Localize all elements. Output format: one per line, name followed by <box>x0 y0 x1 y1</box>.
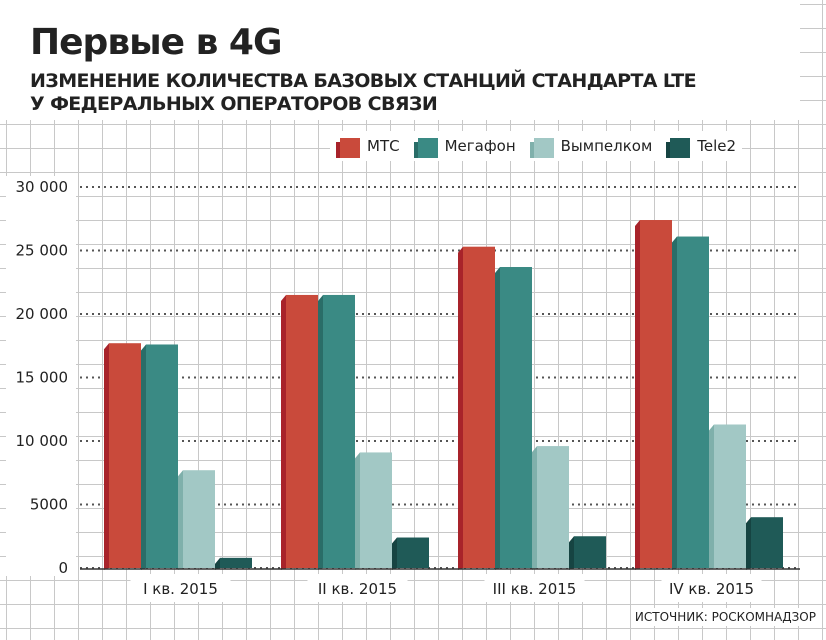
legend-swatch-side-vympelkom <box>529 142 534 158</box>
legend-label-mts: МТС <box>367 137 400 155</box>
bar-megafon-q3 <box>495 267 532 570</box>
legend-label-vympelkom: Вымпелком <box>560 137 653 155</box>
bar-side <box>532 446 537 570</box>
category-label: III кв. 2015 <box>493 580 577 598</box>
category-label: I кв. 2015 <box>143 580 218 598</box>
chart-subtitle-line-1: ИЗМЕНЕНИЕ КОЛИЧЕСТВА БАЗОВЫХ СТАНЦИЙ СТА… <box>30 70 697 92</box>
bar-front <box>677 236 709 568</box>
legend-swatch-side-mts <box>336 142 340 158</box>
y-tick-label: 30 000 <box>16 178 69 196</box>
legend-swatch-front-vympelkom <box>533 138 554 158</box>
bar-front <box>574 536 606 568</box>
legend-item-tele2: Tele2 <box>666 134 736 158</box>
y-tick-label: 15 000 <box>16 369 69 387</box>
bar-vympelkom-q2 <box>355 452 392 570</box>
bar-front <box>500 267 532 568</box>
bar-side <box>746 517 751 570</box>
bar-side <box>141 344 146 570</box>
bar-tele2-q3 <box>569 536 606 570</box>
bar-front <box>109 343 141 568</box>
bar-front <box>183 470 215 568</box>
bar-tele2-q2 <box>392 537 429 570</box>
bar-front <box>751 517 783 568</box>
bar-side <box>709 424 714 570</box>
legend-swatch-mts <box>336 134 360 158</box>
source-note: ИСТОЧНИК: РОСКОМНАДЗОР <box>630 608 820 626</box>
bar-megafon-q4 <box>672 236 709 570</box>
bar-vympelkom-q1 <box>178 470 215 570</box>
chart-title: Первые в 4G <box>30 22 283 63</box>
category-label-backdrop <box>484 574 585 602</box>
y-axis-backdrop <box>6 176 76 576</box>
bar-side <box>458 246 463 570</box>
bar-side <box>495 267 500 570</box>
y-tick-label: 25 000 <box>16 242 69 260</box>
bar-side <box>281 294 286 570</box>
header: Первые в 4G ИЗМЕНЕНИЕ КОЛИЧЕСТВА БАЗОВЫХ… <box>0 0 800 120</box>
legend-swatch-vympelkom <box>529 134 554 158</box>
bar-side <box>104 343 109 570</box>
bar-vympelkom-q4 <box>709 424 746 570</box>
bar-side <box>635 220 640 570</box>
bar-tele2-q1 <box>215 557 252 570</box>
category-label-backdrop <box>661 574 762 602</box>
legend-label-megafon: Мегафон <box>444 137 516 155</box>
bar-mts-q3 <box>458 246 495 570</box>
bar-side <box>318 294 323 570</box>
bar-vympelkom-q3 <box>532 446 569 570</box>
legend-swatch-front-tele2 <box>670 138 691 158</box>
bar-front <box>323 294 355 568</box>
category-label-backdrop <box>307 574 408 602</box>
bar-tele2-q4 <box>746 517 783 570</box>
legend-swatch-front-megafon <box>417 138 438 158</box>
bar-front <box>537 446 569 568</box>
legend-swatch-side-tele2 <box>666 142 671 158</box>
bar-side <box>215 557 220 570</box>
legend-item-megafon: Мегафон <box>413 134 516 158</box>
bar-megafon-q1 <box>141 344 178 570</box>
legend-swatch-tele2 <box>666 134 691 158</box>
y-tick-label: 5000 <box>30 496 68 514</box>
bar-front <box>286 294 318 568</box>
bar-front <box>397 537 429 568</box>
bar-front <box>220 557 252 568</box>
y-tick-label: 20 000 <box>16 305 69 323</box>
bar-mts-q1 <box>104 343 141 570</box>
legend: МТС Мегафон Вымпелком Tele2 <box>330 131 743 161</box>
legend-label-tele2: Tele2 <box>697 137 737 155</box>
legend-swatch-megafon <box>413 134 438 158</box>
category-label: II кв. 2015 <box>318 580 397 598</box>
bar-side <box>672 236 677 570</box>
legend-item-vympelkom: Вымпелком <box>529 134 653 158</box>
bar-front <box>714 424 746 568</box>
bar-side <box>178 470 183 570</box>
category-label: IV кв. 2015 <box>669 580 754 598</box>
bar-side <box>569 536 574 570</box>
bar-front <box>463 246 495 568</box>
bar-front <box>360 452 392 568</box>
legend-item-mts: МТС <box>336 134 400 158</box>
bar-megafon-q2 <box>318 294 355 570</box>
y-tick-label: 0 <box>58 559 68 577</box>
legend-swatch-front-mts <box>340 138 360 158</box>
bar-front <box>640 220 672 568</box>
legend-swatch-side-megafon <box>413 142 418 158</box>
category-label-backdrop <box>130 574 231 602</box>
bar-front <box>146 344 178 568</box>
bar-mts-q4 <box>635 220 672 570</box>
chart-subtitle-line-2: У ФЕДЕРАЛЬНЫХ ОПЕРАТОРОВ СВЯЗИ <box>30 93 438 115</box>
bar-side <box>355 452 360 570</box>
bar-mts-q2 <box>281 294 318 570</box>
y-tick-label: 10 000 <box>16 432 69 450</box>
bar-side <box>392 537 397 570</box>
